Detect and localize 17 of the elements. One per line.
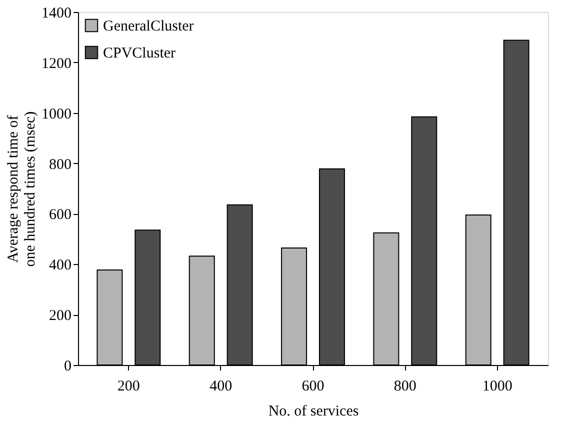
y-tick-label: 1400 <box>42 6 72 22</box>
x-tick-label: 1000 <box>482 378 512 394</box>
x-tick-label: 800 <box>394 378 416 394</box>
x-axis-title: No. of services <box>268 404 359 420</box>
x-tick-label: 200 <box>117 378 140 394</box>
y-tick-label: 600 <box>49 207 72 224</box>
y-tick-label: 0 <box>64 358 72 374</box>
y-tick-label: 400 <box>49 258 72 274</box>
y-tick-label: 1200 <box>42 56 72 72</box>
legend-label: GeneralCluster <box>103 18 194 34</box>
y-tick-label: 800 <box>49 156 72 173</box>
y-tick-label: 1000 <box>42 106 72 122</box>
x-tick-label: 400 <box>210 378 232 394</box>
legend-label: CPVCluster <box>103 46 176 62</box>
y-axis-title: Average respond time of one hundred times (msec) <box>6 111 38 267</box>
y-tick-label: 200 <box>49 308 72 324</box>
x-tick-label: 600 <box>302 378 324 394</box>
